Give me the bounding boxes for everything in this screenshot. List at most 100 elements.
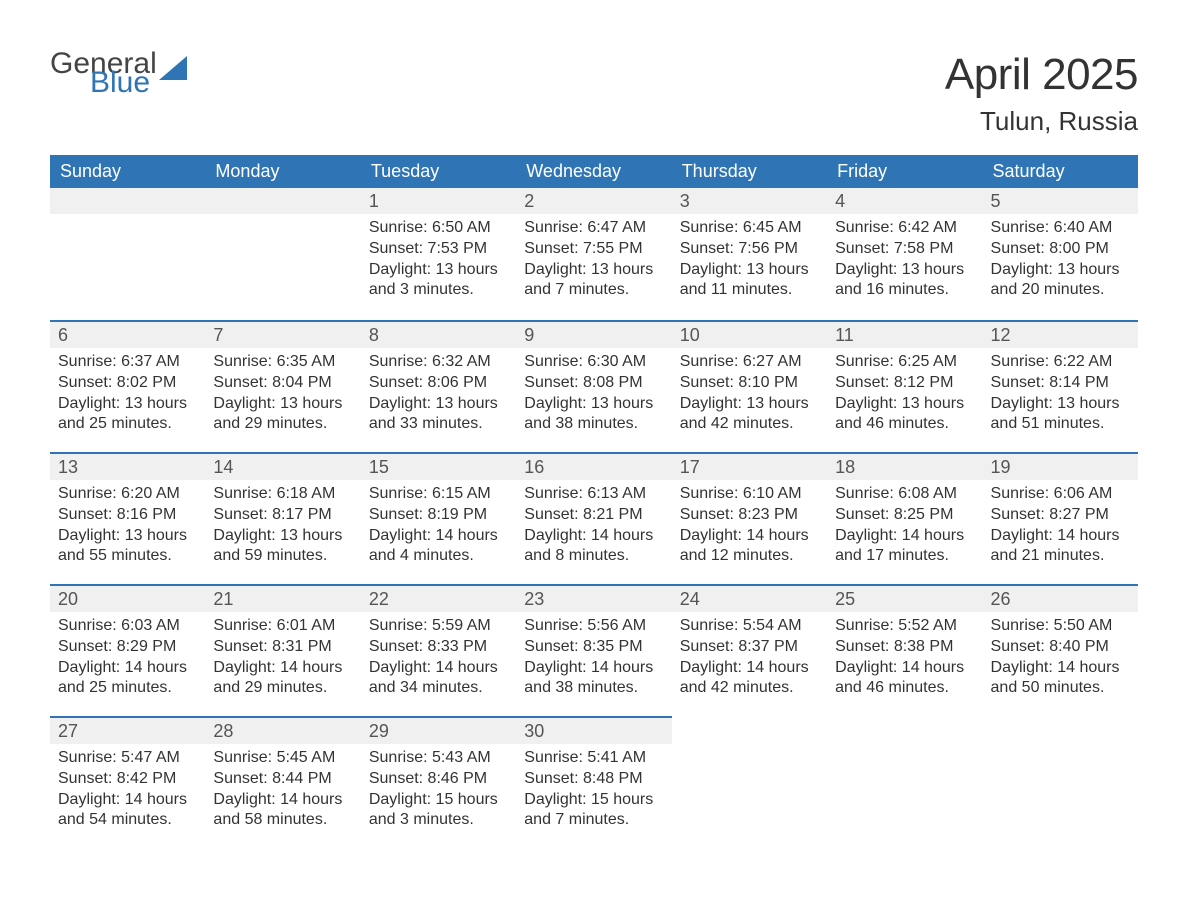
sunset-line: Sunset: 8:23 PM [680,505,819,526]
day-details: Sunrise: 5:56 AMSunset: 8:35 PMDaylight:… [516,612,671,705]
sunrise-line: Sunrise: 5:56 AM [524,616,663,637]
calendar-week: 20Sunrise: 6:03 AMSunset: 8:29 PMDayligh… [50,584,1138,716]
day-number: 8 [361,320,516,348]
daylight-line: Daylight: 13 hours and 3 minutes. [369,260,508,302]
daylight-line: Daylight: 13 hours and 38 minutes. [524,394,663,436]
sunrise-line: Sunrise: 5:59 AM [369,616,508,637]
sunset-line: Sunset: 8:27 PM [991,505,1130,526]
day-details: Sunrise: 5:52 AMSunset: 8:38 PMDaylight:… [827,612,982,705]
day-number: 14 [205,452,360,480]
sunset-line: Sunset: 8:00 PM [991,239,1130,260]
daylight-line: Daylight: 13 hours and 51 minutes. [991,394,1130,436]
logo-word-2: Blue [90,69,157,96]
calendar-cell: 8Sunrise: 6:32 AMSunset: 8:06 PMDaylight… [361,320,516,452]
calendar-cell: 6Sunrise: 6:37 AMSunset: 8:02 PMDaylight… [50,320,205,452]
day-number: 25 [827,584,982,612]
sunrise-line: Sunrise: 6:06 AM [991,484,1130,505]
day-header: Thursday [672,155,827,188]
calendar-cell: 23Sunrise: 5:56 AMSunset: 8:35 PMDayligh… [516,584,671,716]
daylight-line: Daylight: 13 hours and 33 minutes. [369,394,508,436]
sunrise-line: Sunrise: 6:20 AM [58,484,197,505]
day-header: Wednesday [516,155,671,188]
day-header: Monday [205,155,360,188]
sunset-line: Sunset: 8:37 PM [680,637,819,658]
sunset-line: Sunset: 8:48 PM [524,769,663,790]
daylight-line: Daylight: 13 hours and 20 minutes. [991,260,1130,302]
calendar-cell [50,188,205,320]
sunset-line: Sunset: 7:58 PM [835,239,974,260]
day-number: 4 [827,188,982,214]
day-number: 12 [983,320,1138,348]
day-details: Sunrise: 6:47 AMSunset: 7:55 PMDaylight:… [516,214,671,307]
day-details: Sunrise: 6:35 AMSunset: 8:04 PMDaylight:… [205,348,360,441]
day-details: Sunrise: 5:41 AMSunset: 8:48 PMDaylight:… [516,744,671,837]
day-number: 26 [983,584,1138,612]
sunrise-line: Sunrise: 6:45 AM [680,218,819,239]
page-subtitle: Tulun, Russia [945,106,1138,137]
logo: General Blue [50,50,191,96]
daylight-line: Daylight: 14 hours and 34 minutes. [369,658,508,700]
daylight-line: Daylight: 14 hours and 25 minutes. [58,658,197,700]
sunrise-line: Sunrise: 6:35 AM [213,352,352,373]
day-header: Friday [827,155,982,188]
sunset-line: Sunset: 8:10 PM [680,373,819,394]
sunset-line: Sunset: 8:40 PM [991,637,1130,658]
sunrise-line: Sunrise: 6:42 AM [835,218,974,239]
daylight-line: Daylight: 14 hours and 29 minutes. [213,658,352,700]
sunrise-line: Sunrise: 6:10 AM [680,484,819,505]
sunrise-line: Sunrise: 6:37 AM [58,352,197,373]
sunrise-line: Sunrise: 5:54 AM [680,616,819,637]
day-number: 18 [827,452,982,480]
sunset-line: Sunset: 8:12 PM [835,373,974,394]
day-details: Sunrise: 6:10 AMSunset: 8:23 PMDaylight:… [672,480,827,573]
sunrise-line: Sunrise: 5:52 AM [835,616,974,637]
day-details: Sunrise: 6:01 AMSunset: 8:31 PMDaylight:… [205,612,360,705]
sunrise-line: Sunrise: 5:43 AM [369,748,508,769]
day-number: 27 [50,716,205,744]
sunrise-line: Sunrise: 6:15 AM [369,484,508,505]
calendar-cell: 29Sunrise: 5:43 AMSunset: 8:46 PMDayligh… [361,716,516,848]
day-number: 16 [516,452,671,480]
calendar-week: 27Sunrise: 5:47 AMSunset: 8:42 PMDayligh… [50,716,1138,848]
day-details: Sunrise: 6:18 AMSunset: 8:17 PMDaylight:… [205,480,360,573]
calendar-cell: 3Sunrise: 6:45 AMSunset: 7:56 PMDaylight… [672,188,827,320]
calendar-cell: 28Sunrise: 5:45 AMSunset: 8:44 PMDayligh… [205,716,360,848]
day-number: 30 [516,716,671,744]
calendar-cell: 10Sunrise: 6:27 AMSunset: 8:10 PMDayligh… [672,320,827,452]
sunset-line: Sunset: 7:53 PM [369,239,508,260]
day-number: 23 [516,584,671,612]
daylight-line: Daylight: 14 hours and 4 minutes. [369,526,508,568]
sunset-line: Sunset: 8:46 PM [369,769,508,790]
calendar-cell: 11Sunrise: 6:25 AMSunset: 8:12 PMDayligh… [827,320,982,452]
daylight-line: Daylight: 13 hours and 16 minutes. [835,260,974,302]
calendar-cell: 12Sunrise: 6:22 AMSunset: 8:14 PMDayligh… [983,320,1138,452]
calendar-cell: 30Sunrise: 5:41 AMSunset: 8:48 PMDayligh… [516,716,671,848]
day-header: Saturday [983,155,1138,188]
day-number-blank [50,188,205,214]
day-details: Sunrise: 6:25 AMSunset: 8:12 PMDaylight:… [827,348,982,441]
calendar-cell: 26Sunrise: 5:50 AMSunset: 8:40 PMDayligh… [983,584,1138,716]
day-number: 7 [205,320,360,348]
day-header: Tuesday [361,155,516,188]
day-number: 29 [361,716,516,744]
sunset-line: Sunset: 8:25 PM [835,505,974,526]
calendar-cell: 16Sunrise: 6:13 AMSunset: 8:21 PMDayligh… [516,452,671,584]
day-number: 28 [205,716,360,744]
daylight-line: Daylight: 14 hours and 54 minutes. [58,790,197,832]
day-header: Sunday [50,155,205,188]
day-details: Sunrise: 6:45 AMSunset: 7:56 PMDaylight:… [672,214,827,307]
calendar-cell: 25Sunrise: 5:52 AMSunset: 8:38 PMDayligh… [827,584,982,716]
day-number: 21 [205,584,360,612]
sunset-line: Sunset: 8:19 PM [369,505,508,526]
day-number: 5 [983,188,1138,214]
sunrise-line: Sunrise: 6:22 AM [991,352,1130,373]
day-details: Sunrise: 6:20 AMSunset: 8:16 PMDaylight:… [50,480,205,573]
day-details: Sunrise: 6:08 AMSunset: 8:25 PMDaylight:… [827,480,982,573]
title-block: April 2025 Tulun, Russia [945,50,1138,137]
calendar-cell: 7Sunrise: 6:35 AMSunset: 8:04 PMDaylight… [205,320,360,452]
day-details: Sunrise: 6:32 AMSunset: 8:06 PMDaylight:… [361,348,516,441]
day-details: Sunrise: 6:50 AMSunset: 7:53 PMDaylight:… [361,214,516,307]
day-number: 17 [672,452,827,480]
calendar-cell [983,716,1138,848]
day-header-row: SundayMondayTuesdayWednesdayThursdayFrid… [50,155,1138,188]
